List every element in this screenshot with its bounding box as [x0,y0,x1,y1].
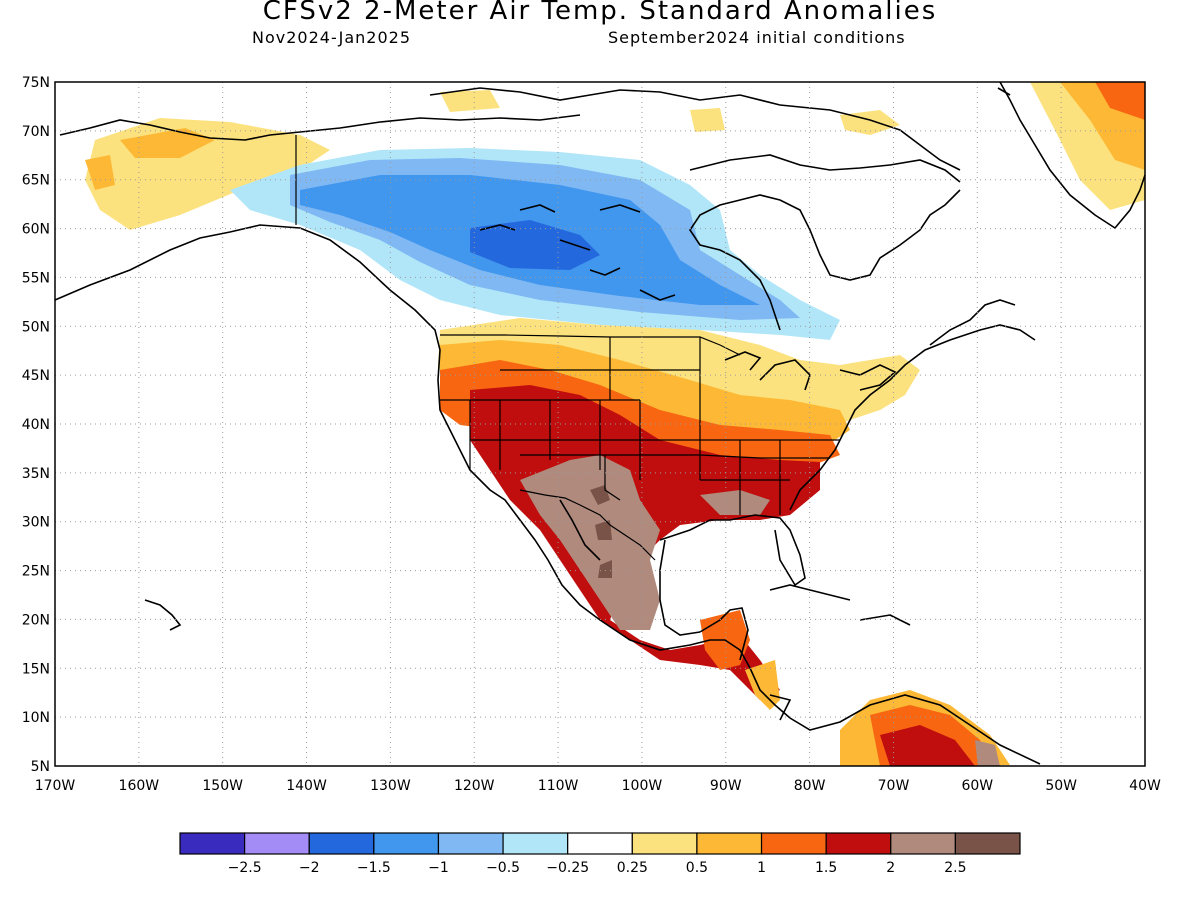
legend-swatch [696,832,763,855]
legend-swatch [437,832,504,855]
lon-label: 120W [454,778,495,794]
legend-swatch [308,832,375,855]
legend-swatch [244,832,310,855]
legend-label: −1.5 [357,860,391,876]
legend-swatch [179,832,246,855]
legend-swatch [631,832,698,855]
anomaly-shading [85,82,1145,766]
legend-label: −0.5 [486,860,520,876]
legend-label: 0.25 [617,860,648,876]
forecast-period: Nov2024-Jan2025 [252,28,411,47]
latitude-labels: 75N 70N 65N 60N 55N 50N 45N 40N 35N 30N 25N 20N 15N 1… [22,75,50,775]
coastlines [55,82,1145,765]
lat-label: 5N [31,759,50,775]
lon-label: 140W [286,778,327,794]
legend-label: −0.25 [546,860,589,876]
lat-label: 35N [22,466,50,482]
lat-label: 45N [22,368,50,384]
lon-label: 150W [202,778,243,794]
lon-label: 130W [370,778,411,794]
lon-label: 40W [1129,778,1161,794]
lat-label: 20N [22,612,50,628]
lon-label: 60W [961,778,993,794]
legend-swatch [502,832,569,855]
legend-label: 2.5 [944,860,966,876]
lat-label: 30N [22,515,50,531]
lon-label: 160W [119,778,160,794]
initial-conditions: September2024 initial conditions [608,28,906,47]
legend-label: −2.5 [228,860,262,876]
legend-label: −1 [428,860,449,876]
legend-swatch [760,832,827,855]
lon-label: 70W [878,778,910,794]
lat-label: 25N [22,564,50,580]
lat-label: 10N [22,710,50,726]
lon-label: 100W [622,778,663,794]
lon-label: 50W [1045,778,1077,794]
lat-label: 15N [22,661,50,677]
map-title: CFSv2 2-Meter Air Temp. Standard Anomali… [262,0,938,26]
lat-label: 65N [22,173,50,189]
lat-label: 55N [22,270,50,286]
lon-label: 110W [538,778,579,794]
lat-label: 70N [22,124,50,140]
lon-label: 90W [710,778,742,794]
legend-label: 1 [757,860,766,876]
lat-label: 50N [22,319,50,335]
legend-swatch [890,832,956,855]
graticule [55,82,1145,766]
longitude-labels: 170W 160W 150W 140W 130W 120W 110W 100W 90W 80W 70… [35,778,1161,794]
legend-swatch [373,832,440,855]
lat-label: 75N [22,75,50,91]
legend-swatch [954,832,1021,855]
political-boundaries [295,135,840,561]
map-frame [54,81,1146,767]
legend-label: 2 [886,860,895,876]
legend-label: 1.5 [815,860,837,876]
lat-label: 60N [22,222,50,238]
lat-label: 40N [22,417,50,433]
color-legend: −2.5 −2 −1.5 −1 −0.5 −0.25 0.25 0.5 1 1.5 2 2.5 [179,832,1021,876]
lon-label: 170W [35,778,76,794]
legend-swatch [825,832,892,855]
lon-label: 80W [794,778,826,794]
legend-label: −2 [299,860,320,876]
legend-label: 0.5 [686,860,708,876]
legend-swatch [567,832,633,855]
